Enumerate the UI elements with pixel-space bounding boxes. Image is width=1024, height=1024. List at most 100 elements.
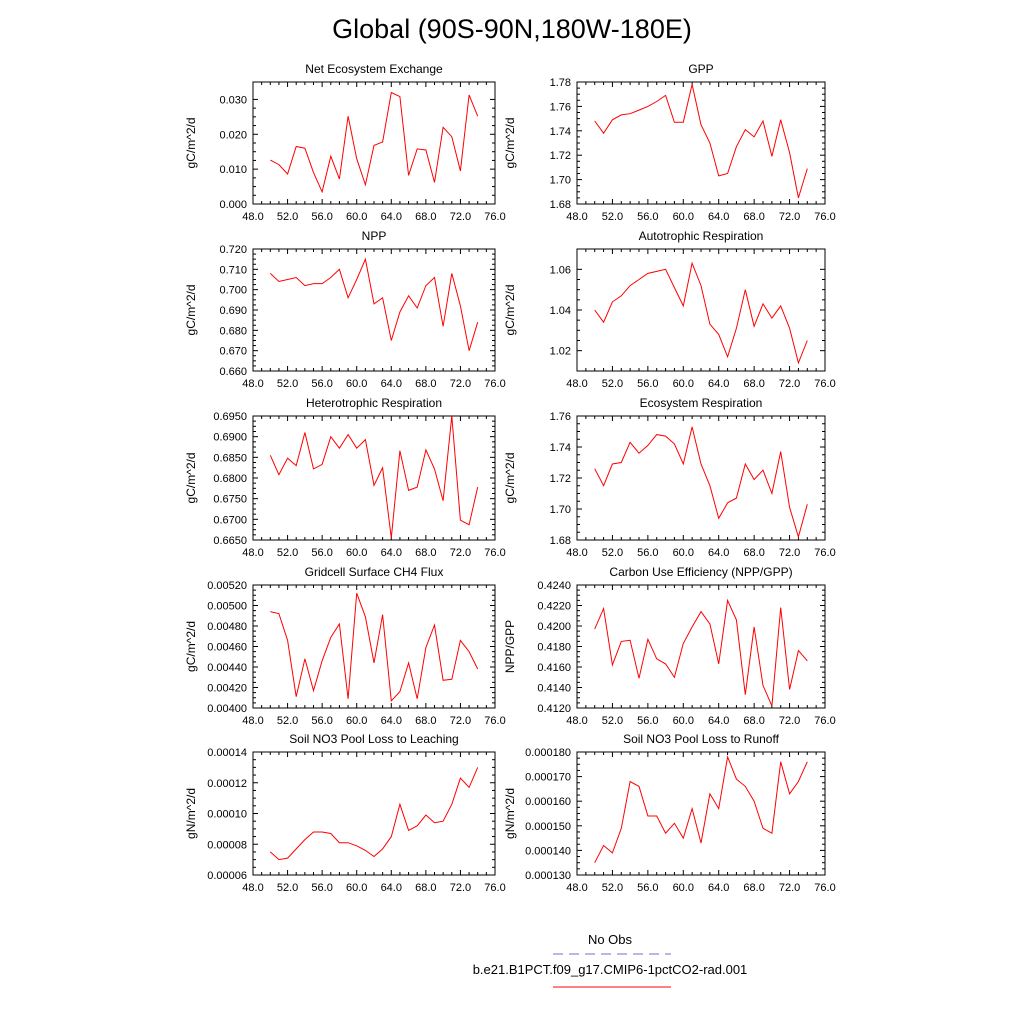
chart-title: Soil NO3 Pool Loss to Runoff [623,732,780,746]
x-tick-label: 48.0 [566,378,587,390]
y-tick-label: 0.00012 [207,778,247,790]
y-tick-label: 1.76 [550,411,571,423]
chart-panel-1: 48.0 52.0 56.0 60.0 64.0 68.0 72.0 76.0 0.000 0.0… [184,62,506,223]
x-tick-label: 68.0 [415,547,436,559]
y-tick-label: 0.4240 [537,580,571,592]
x-tick-label: 76.0 [484,882,505,894]
x-tick-label: 52.0 [602,547,623,559]
y-axis-label: gC/m^2/d [503,285,517,336]
y-tick-label: 0.00010 [207,809,247,821]
series-line-1 [594,261,808,365]
y-axis-label: gC/m^2/d [184,453,198,504]
series-line-1 [594,755,808,863]
x-tick-label: 60.0 [346,211,367,223]
x-tick-label: 72.0 [450,882,471,894]
x-tick-label: 76.0 [814,715,835,727]
x-tick-label: 56.0 [311,211,332,223]
y-tick-label: 0.000 [219,199,247,211]
plot-frame [576,81,826,205]
y-tick-label: 0.4180 [537,642,571,654]
y-tick-label: 0.00400 [207,703,247,715]
x-tick-label: 48.0 [242,715,263,727]
y-tick-label: 0.00014 [207,747,247,759]
plot-frame [252,248,496,372]
y-tick-label: 0.020 [219,129,247,141]
plot-frame [252,415,496,541]
x-tick-label: 68.0 [743,547,764,559]
y-tick-label: 0.000140 [525,845,571,857]
plot-frame [576,584,826,709]
x-tick-label: 64.0 [381,882,402,894]
chart-panel-7: 48.0 52.0 56.0 60.0 64.0 68.0 72.0 76.0 0.00400 0… [184,565,506,727]
x-tick-label: 76.0 [814,882,835,894]
y-tick-label: 1.06 [550,264,571,276]
legend-item-model-run: b.e21.B1PCT.f09_g17.CMIP6-1pctCO2-rad.00… [440,962,780,994]
x-tick-label: 68.0 [415,378,436,390]
x-tick-label: 72.0 [450,378,471,390]
x-tick-label: 52.0 [277,715,298,727]
x-tick-label: 64.0 [708,211,729,223]
series-line-1 [594,426,808,539]
x-tick-label: 64.0 [708,882,729,894]
x-tick-label: 64.0 [381,715,402,727]
x-tick-label: 68.0 [415,882,436,894]
x-tick-label: 48.0 [566,882,587,894]
y-tick-label: 0.4220 [537,601,571,613]
x-tick-label: 48.0 [242,211,263,223]
y-tick-label: 0.00440 [207,662,247,674]
x-tick-label: 48.0 [566,211,587,223]
chart-panel-8: 48.0 52.0 56.0 60.0 64.0 68.0 72.0 76.0 0.4120 0.… [503,565,836,727]
series-line-1 [269,415,479,538]
y-axis-label: gC/m^2/d [503,118,517,169]
x-tick-label: 56.0 [311,882,332,894]
y-tick-label: 0.00480 [207,621,247,633]
x-tick-label: 48.0 [242,378,263,390]
y-axis-label: gN/m^2/d [503,788,517,839]
x-tick-label: 76.0 [814,547,835,559]
y-tick-label: 1.74 [550,126,571,138]
y-tick-label: 0.00460 [207,642,247,654]
y-tick-label: 0.660 [219,366,247,378]
y-tick-label: 1.72 [550,150,571,162]
x-tick-label: 72.0 [779,882,800,894]
y-tick-label: 0.4160 [537,662,571,674]
x-tick-label: 60.0 [673,378,694,390]
chart-panel-5: 48.0 52.0 56.0 60.0 64.0 68.0 72.0 76.0 0.6650 0.… [184,396,506,559]
y-tick-label: 0.680 [219,325,247,337]
y-tick-label: 0.6650 [213,535,247,547]
y-tick-label: 0.00006 [207,870,247,882]
x-tick-label: 56.0 [637,378,658,390]
y-tick-label: 1.70 [550,175,571,187]
series-line-1 [270,593,479,702]
x-tick-label: 52.0 [277,547,298,559]
series-line-1 [269,257,479,351]
chart-panel-6: 48.0 52.0 56.0 60.0 64.0 68.0 72.0 76.0 1.68 1.70… [503,396,836,559]
y-tick-label: 0.6850 [213,452,247,464]
series-line-1 [594,598,808,707]
x-tick-label: 76.0 [484,378,505,390]
y-tick-label: 0.710 [219,264,247,276]
legend-swatch-model-run [553,986,671,988]
y-tick-label: 0.00420 [207,683,247,695]
y-tick-label: 0.6800 [213,473,247,485]
x-tick-label: 52.0 [277,882,298,894]
x-tick-label: 56.0 [311,715,332,727]
x-tick-label: 60.0 [673,882,694,894]
chart-title: Heterotrophic Respiration [306,396,442,410]
y-tick-label: 1.76 [550,101,571,113]
x-tick-label: 60.0 [673,715,694,727]
x-tick-label: 56.0 [637,882,658,894]
x-tick-label: 52.0 [602,715,623,727]
y-tick-label: 0.4200 [537,621,571,633]
y-tick-label: 0.00008 [207,839,247,851]
x-tick-label: 76.0 [484,211,505,223]
x-tick-label: 72.0 [779,211,800,223]
chart-title: Soil NO3 Pool Loss to Leaching [289,732,458,746]
y-tick-label: 1.70 [550,504,571,516]
x-tick-label: 68.0 [415,211,436,223]
legend-item-no-obs: No Obs [440,932,780,962]
chart-title: Gridcell Surface CH4 Flux [305,565,444,579]
x-tick-label: 68.0 [743,378,764,390]
y-tick-label: 0.00500 [207,601,247,613]
